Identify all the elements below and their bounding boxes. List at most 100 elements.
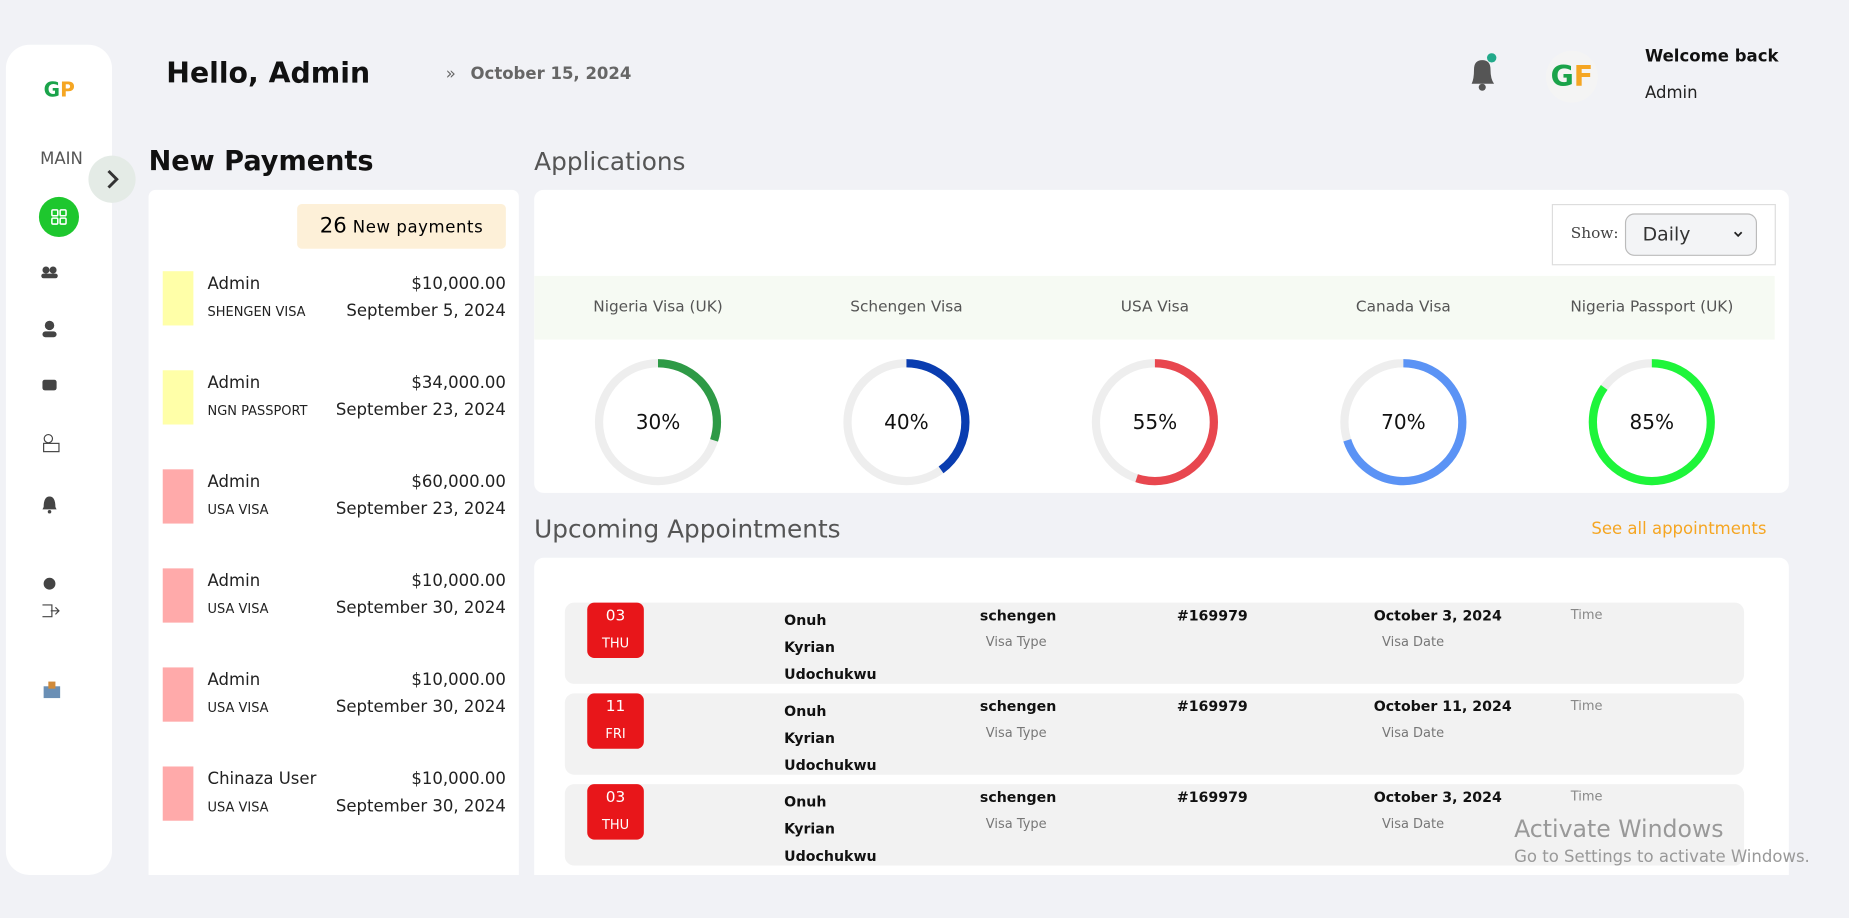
payment-color bbox=[162, 766, 194, 821]
appointments-title: Upcoming Appointments bbox=[534, 515, 841, 544]
payment-name: Admin bbox=[207, 670, 261, 690]
payment-count: 26 bbox=[319, 213, 347, 239]
visa-date: October 3, 2024 bbox=[1373, 788, 1502, 806]
notification-bell[interactable] bbox=[1467, 53, 1500, 93]
filter-box: Show: Daily bbox=[1551, 204, 1776, 266]
date-badge: 11 FRI bbox=[587, 693, 644, 749]
date-badge: 03 THU bbox=[587, 784, 644, 840]
application-id: #169979 bbox=[1176, 788, 1248, 806]
filter-select[interactable]: Daily bbox=[1624, 213, 1758, 256]
visa-type: schengen bbox=[979, 698, 1057, 715]
collapse-toggle[interactable] bbox=[88, 155, 136, 203]
date-badge: 03 THU bbox=[587, 602, 644, 658]
label-strip bbox=[534, 275, 1775, 340]
payment-amount: $10,000.00 bbox=[411, 571, 506, 591]
appointments-panel: 03 THU Onuh Kyrian Udochukwu schengen Visa T… bbox=[534, 557, 1789, 875]
application-id: #169979 bbox=[1176, 607, 1248, 624]
watermark-text: Go to Settings to activate Windows. bbox=[1514, 847, 1810, 867]
donut-arc bbox=[843, 359, 970, 486]
applicant-name: Onuh Kyrian Udochukwu bbox=[784, 612, 877, 683]
payment-type: USA VISA bbox=[207, 502, 269, 518]
payment-type: SHENGEN VISA bbox=[207, 304, 306, 320]
badge-weekday: FRI bbox=[605, 726, 626, 742]
logo[interactable]: GP bbox=[43, 79, 75, 103]
visa-date-label: Visa Date bbox=[1382, 816, 1445, 832]
donut-charts: Nigeria Visa (UK) 30% Schengen Visa 40% USA … bbox=[593, 297, 1733, 486]
payment-date: September 30, 2024 bbox=[335, 599, 506, 618]
donut-label: 30% bbox=[636, 410, 681, 434]
application-label: Nigeria Passport (UK) bbox=[1570, 297, 1733, 315]
time-label: Time bbox=[1570, 698, 1603, 714]
application-label: Nigeria Visa (UK) bbox=[593, 297, 722, 315]
appointment-row: 11 FRI Onuh Kyrian Udochukwu schengen Visa T… bbox=[564, 693, 1745, 775]
payment-type: USA VISA bbox=[207, 601, 269, 617]
nav-icons[interactable] bbox=[39, 264, 63, 736]
donut-label: 85% bbox=[1630, 410, 1675, 434]
visa-type-label: Visa Type bbox=[985, 816, 1047, 832]
payment-color bbox=[162, 667, 194, 722]
greeting: Hello, Admin bbox=[166, 56, 371, 90]
application-label: Canada Visa bbox=[1356, 297, 1451, 315]
dropdown-arrow bbox=[1733, 231, 1743, 238]
badge-day: 11 bbox=[605, 698, 626, 716]
applications-title: Applications bbox=[534, 147, 686, 176]
payment-name: Admin bbox=[207, 472, 261, 492]
donut-arc bbox=[1340, 359, 1467, 486]
badge-weekday: THU bbox=[601, 635, 630, 651]
badge-day: 03 bbox=[605, 788, 626, 807]
visa-type: schengen bbox=[979, 607, 1057, 624]
payment-date: September 5, 2024 bbox=[346, 301, 506, 321]
time-label: Time bbox=[1570, 607, 1603, 623]
payment-date: September 30, 2024 bbox=[335, 797, 506, 817]
payment-name: Admin bbox=[207, 571, 261, 591]
payments-panel: 26 New payments Admin SHENGEN VISA $10,000… bbox=[148, 189, 519, 875]
avatar[interactable]: GF bbox=[1545, 50, 1598, 103]
donut-arc bbox=[594, 359, 722, 486]
payment-type: USA VISA bbox=[207, 799, 269, 815]
donut-label: 40% bbox=[884, 410, 929, 434]
visa-type-label: Visa Type bbox=[985, 725, 1047, 741]
visa-date: October 11, 2024 bbox=[1373, 698, 1512, 715]
chevrons: » bbox=[445, 64, 456, 84]
payment-amount: $10,000.00 bbox=[411, 274, 506, 294]
badge-weekday: THU bbox=[601, 817, 630, 833]
badge-day: 03 bbox=[605, 607, 626, 625]
time-label: Time bbox=[1570, 788, 1603, 805]
payment-date: September 30, 2024 bbox=[335, 698, 506, 717]
payment-count-label: New payments bbox=[352, 218, 484, 238]
appointment-row: 03 THU Onuh Kyrian Udochukwu schengen Visa T… bbox=[564, 784, 1745, 866]
payment-name: Chinaza User bbox=[207, 770, 317, 789]
applicant-name: Onuh Kyrian Udochukwu bbox=[784, 702, 877, 774]
payment-color bbox=[162, 568, 194, 623]
icon bbox=[51, 209, 67, 225]
visa-type: schengen bbox=[979, 788, 1057, 806]
payment-count-badge: 26 New payments bbox=[297, 204, 506, 249]
application-label: Schengen Visa bbox=[850, 297, 962, 315]
see-all-link[interactable]: See all appointments bbox=[1591, 520, 1767, 539]
payments-title: New Payments bbox=[148, 146, 374, 177]
payment-amount: $10,000.00 bbox=[411, 670, 506, 690]
current-date: October 15, 2024 bbox=[470, 64, 632, 84]
applicant-name: Onuh Kyrian Udochukwu bbox=[784, 793, 877, 865]
payment-amount: $10,000.00 bbox=[411, 770, 506, 789]
donut-label: 70% bbox=[1381, 410, 1426, 434]
application-label: USA Visa bbox=[1121, 297, 1189, 315]
donut-arc bbox=[1091, 359, 1218, 486]
payment-amount: $60,000.00 bbox=[411, 472, 506, 492]
payment-type: USA VISA bbox=[207, 700, 269, 716]
visa-date-label: Visa Date bbox=[1382, 725, 1445, 741]
payment-date: September 23, 2024 bbox=[335, 499, 506, 519]
dashboard-nav[interactable] bbox=[38, 196, 80, 238]
payment-color bbox=[162, 469, 194, 524]
applications-panel: Show: Daily Nigeria Visa (UK) 30% Schengen… bbox=[534, 189, 1789, 493]
application-id: #169979 bbox=[1176, 698, 1248, 715]
payment-name: Admin bbox=[207, 373, 261, 393]
payment-amount: $34,000.00 bbox=[411, 373, 506, 393]
filter-label: Show: bbox=[1570, 225, 1619, 243]
payment-color bbox=[162, 271, 194, 326]
payment-color bbox=[162, 370, 194, 425]
user-name: Admin bbox=[1644, 83, 1698, 103]
payment-name: Admin bbox=[207, 274, 261, 294]
